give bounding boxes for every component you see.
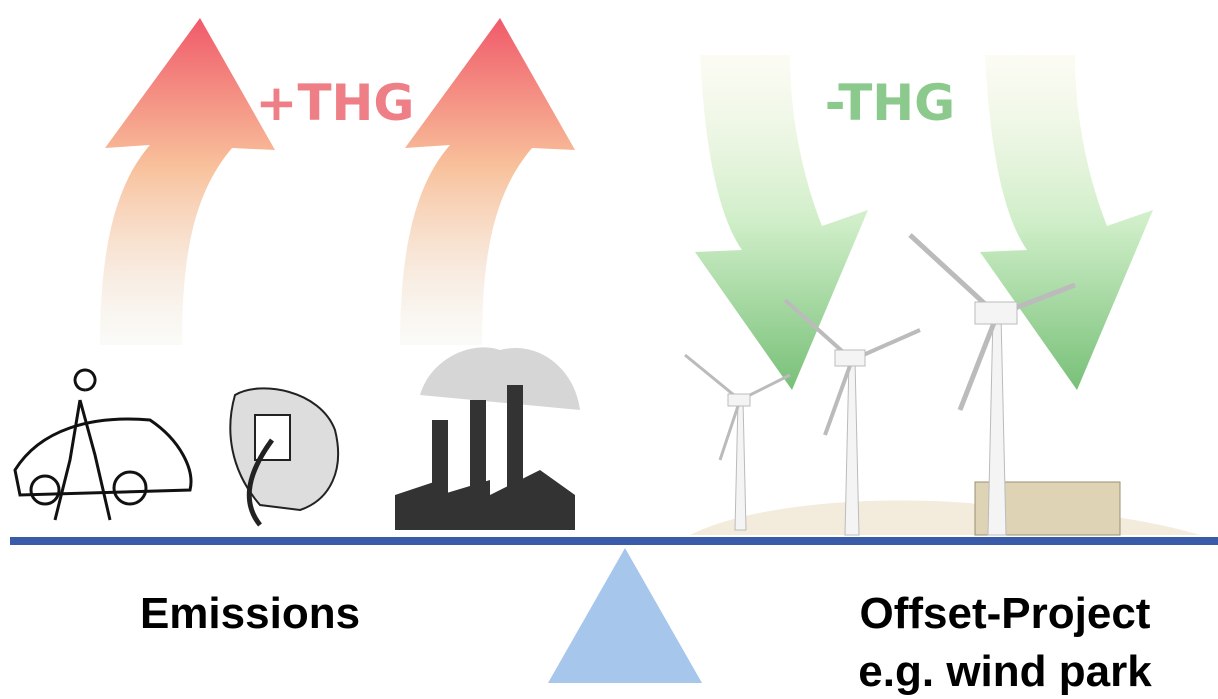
emission-arrow bbox=[400, 18, 575, 345]
emission-arrow bbox=[100, 18, 275, 345]
emissions-label: Emissions bbox=[140, 589, 360, 638]
plus-thg-label: +THG bbox=[256, 74, 415, 132]
balance-beam bbox=[10, 537, 1218, 545]
factory-icon bbox=[395, 347, 580, 530]
wind-park-label: e.g. wind park bbox=[858, 647, 1152, 696]
fulcrum bbox=[548, 548, 702, 683]
car-icon bbox=[13, 368, 193, 521]
offset-arrow bbox=[980, 55, 1153, 390]
wind-turbines bbox=[684, 233, 1076, 536]
ground bbox=[690, 500, 1200, 535]
plug-icon bbox=[229, 387, 340, 527]
offset-arrow bbox=[695, 55, 868, 390]
offset-project-label: Offset-Project bbox=[860, 589, 1151, 638]
minus-thg-label: -THG bbox=[825, 74, 955, 132]
